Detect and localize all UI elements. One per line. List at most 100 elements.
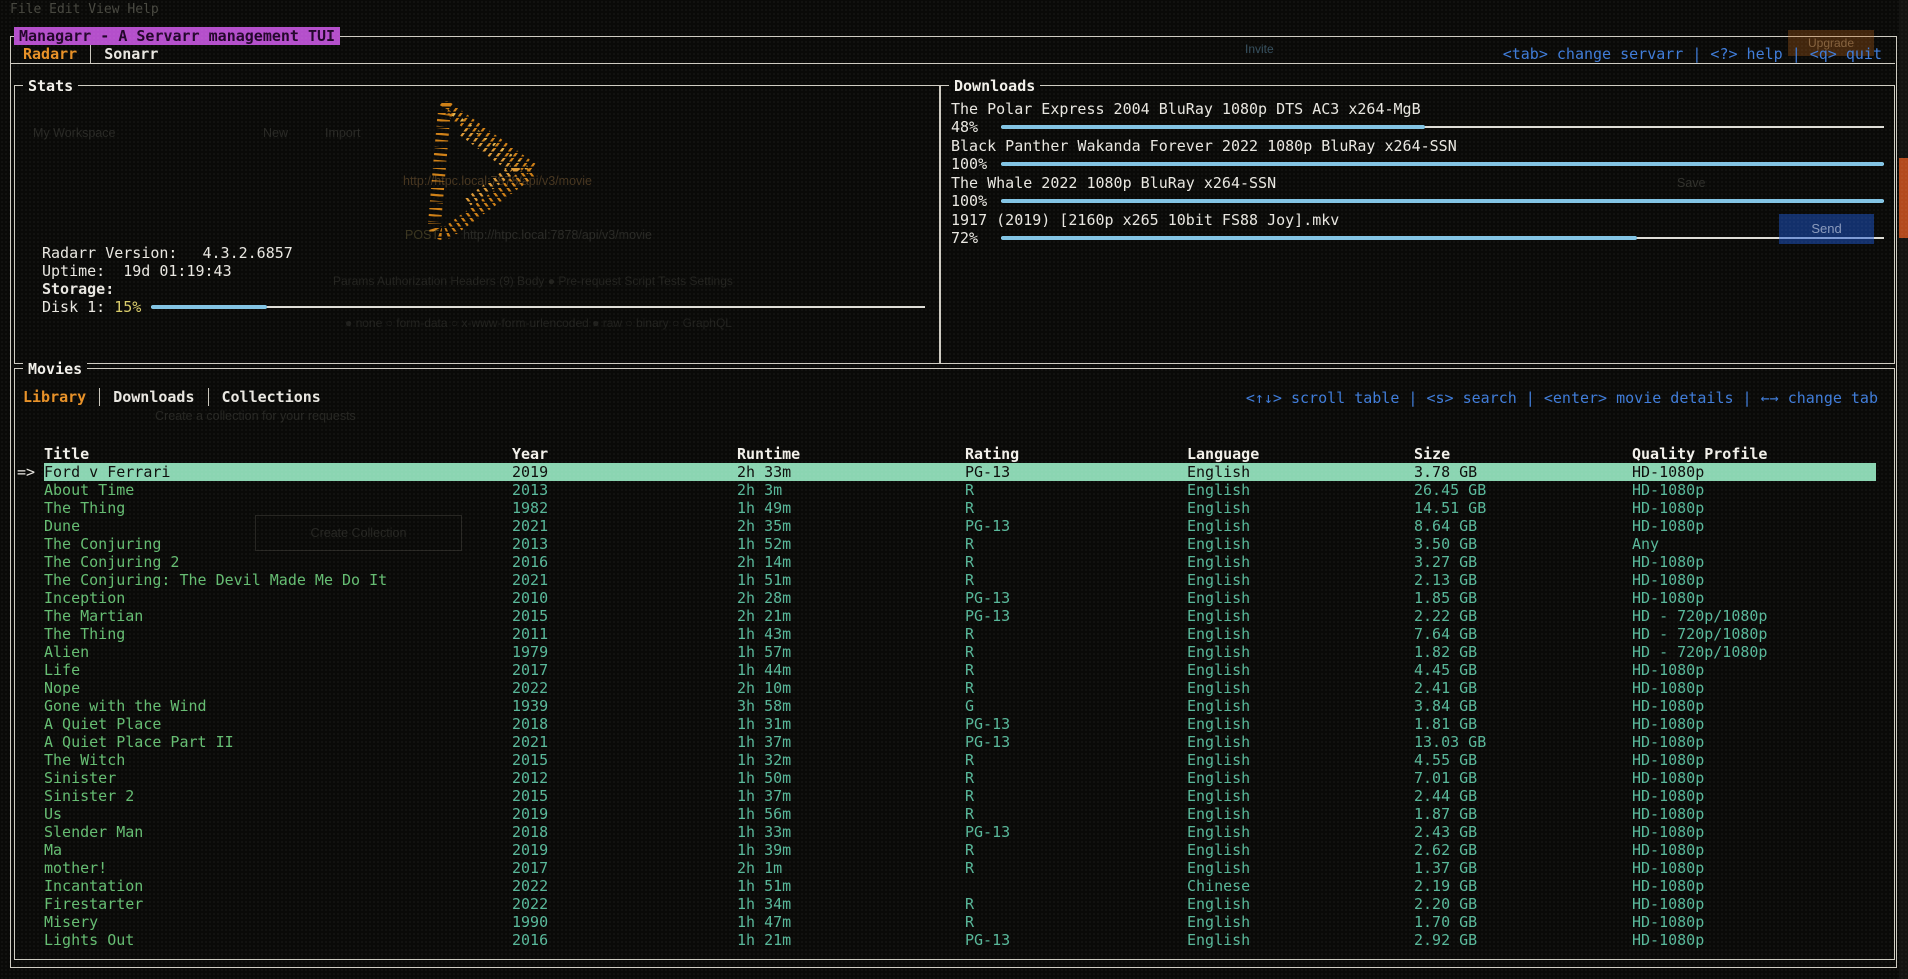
cell-language: English bbox=[1187, 517, 1251, 535]
cell-quality: HD-1080p bbox=[1632, 697, 1705, 715]
movies-tab[interactable]: Library bbox=[23, 388, 87, 406]
cell-runtime: 1h 44m bbox=[737, 661, 792, 679]
cell-language: English bbox=[1187, 733, 1251, 751]
cell-size: 1.87 GB bbox=[1414, 805, 1478, 823]
cell-rating: R bbox=[965, 841, 975, 859]
table-row[interactable]: The Conjuring 2 2016 2h 14m R English 3.… bbox=[16, 553, 1876, 571]
global-keybind-help: <tab> change servarr | <?> help | <q> qu… bbox=[1502, 45, 1882, 63]
table-row[interactable]: The Witch 2015 1h 32m R English 4.55 GB … bbox=[16, 751, 1876, 769]
cell-quality: HD-1080p bbox=[1632, 787, 1705, 805]
cell-rating: PG-13 bbox=[965, 823, 1011, 841]
selection-marker bbox=[16, 751, 44, 769]
cell-language: English bbox=[1187, 679, 1251, 697]
cell-runtime: 1h 50m bbox=[737, 769, 792, 787]
cell-quality: HD-1080p bbox=[1632, 481, 1705, 499]
movies-table: Title Year Runtime Rating Language Size … bbox=[16, 445, 1876, 949]
table-row[interactable]: mother! 2017 2h 1m R English 1.37 GB HD-… bbox=[16, 859, 1876, 877]
cell-rating: PG-13 bbox=[965, 517, 1011, 535]
selection-marker bbox=[16, 805, 44, 823]
movies-tab[interactable]: Downloads bbox=[99, 388, 195, 406]
table-row[interactable]: The Thing 2011 1h 43m R English 7.64 GB … bbox=[16, 625, 1876, 643]
cell-year: 2013 bbox=[512, 481, 549, 499]
column-header-runtime: Runtime bbox=[737, 445, 801, 463]
selection-marker bbox=[16, 535, 44, 553]
servarr-tab[interactable]: Radarr bbox=[23, 45, 78, 63]
table-row[interactable]: Incantation 2022 1h 51m Chinese 2.19 GB … bbox=[16, 877, 1876, 895]
column-header-year: Year bbox=[512, 445, 549, 463]
cell-runtime: 2h 28m bbox=[737, 589, 792, 607]
cell-runtime: 2h 21m bbox=[737, 607, 792, 625]
gauge-track bbox=[1001, 126, 1884, 128]
table-row[interactable]: Inception 2010 2h 28m PG-13 English 1.85… bbox=[16, 589, 1876, 607]
cell-title: Lights Out bbox=[44, 931, 135, 949]
cell-year: 2013 bbox=[512, 535, 549, 553]
table-row[interactable]: The Thing 1982 1h 49m R English 14.51 GB… bbox=[16, 499, 1876, 517]
table-row[interactable]: => Ford v Ferrari 2019 2h 33m PG-13 Engl… bbox=[16, 463, 1876, 481]
table-row[interactable]: Slender Man 2018 1h 33m PG-13 English 2.… bbox=[16, 823, 1876, 841]
cell-size: 2.43 GB bbox=[1414, 823, 1478, 841]
background-new-button: New bbox=[263, 126, 289, 140]
cell-quality: HD-1080p bbox=[1632, 769, 1705, 787]
cell-size: 4.45 GB bbox=[1414, 661, 1478, 679]
cell-year: 2021 bbox=[512, 517, 549, 535]
disk-usage-line: Disk 1: 15% bbox=[42, 298, 925, 316]
cell-title: The Conjuring 2 bbox=[44, 553, 180, 571]
table-row[interactable]: The Conjuring 2013 1h 52m R English 3.50… bbox=[16, 535, 1876, 553]
download-percent: 100% bbox=[951, 155, 988, 173]
cell-year: 2016 bbox=[512, 931, 549, 949]
gauge-fill bbox=[1001, 199, 1884, 203]
cell-rating: R bbox=[965, 481, 975, 499]
table-row[interactable]: The Martian 2015 2h 21m PG-13 English 2.… bbox=[16, 607, 1876, 625]
download-item: Black Panther Wakanda Forever 2022 1080p… bbox=[951, 137, 1884, 174]
cell-title: Sinister 2 bbox=[44, 787, 135, 805]
table-row[interactable]: Nope 2022 2h 10m R English 2.41 GB HD-10… bbox=[16, 679, 1876, 697]
version-value: 4.3.2.6857 bbox=[202, 244, 293, 262]
cell-size: 2.22 GB bbox=[1414, 607, 1478, 625]
servarr-tab[interactable]: Sonarr bbox=[90, 45, 158, 63]
column-header-size: Size bbox=[1414, 445, 1451, 463]
gauge-fill bbox=[1001, 125, 1425, 129]
table-row[interactable]: Us 2019 1h 56m R English 1.87 GB HD-1080… bbox=[16, 805, 1876, 823]
table-row[interactable]: A Quiet Place 2018 1h 31m PG-13 English … bbox=[16, 715, 1876, 733]
cell-language: English bbox=[1187, 661, 1251, 679]
cell-rating: R bbox=[965, 571, 975, 589]
movies-tab[interactable]: Collections bbox=[207, 388, 321, 406]
cell-title: Sinister bbox=[44, 769, 117, 787]
scrollbar-thumb[interactable] bbox=[1899, 158, 1908, 238]
download-progress-row: 48% bbox=[951, 118, 1884, 136]
window-scrollbar[interactable] bbox=[1899, 0, 1908, 979]
selection-marker bbox=[16, 895, 44, 913]
selection-marker bbox=[16, 733, 44, 751]
table-row[interactable]: Life 2017 1h 44m R English 4.45 GB HD-10… bbox=[16, 661, 1876, 679]
download-title: The Whale 2022 1080p BluRay x264-SSN bbox=[951, 174, 1277, 192]
cell-runtime: 2h 1m bbox=[737, 859, 783, 877]
cell-year: 2015 bbox=[512, 751, 549, 769]
background-upgrade-button: Upgrade bbox=[1788, 30, 1874, 56]
table-row[interactable]: About Time 2013 2h 3m R English 26.45 GB… bbox=[16, 481, 1876, 499]
cell-runtime: 1h 39m bbox=[737, 841, 792, 859]
table-row[interactable]: Ma 2019 1h 39m R English 2.62 GB HD-1080… bbox=[16, 841, 1876, 859]
table-row[interactable]: A Quiet Place Part II 2021 1h 37m PG-13 … bbox=[16, 733, 1876, 751]
table-row[interactable]: Lights Out 2016 1h 21m PG-13 English 2.9… bbox=[16, 931, 1876, 949]
table-row[interactable]: Misery 1990 1h 47m R English 1.70 GB HD-… bbox=[16, 913, 1876, 931]
table-row[interactable]: Sinister 2012 1h 50m R English 7.01 GB H… bbox=[16, 769, 1876, 787]
header-separator-line bbox=[11, 63, 1895, 64]
cell-year: 2017 bbox=[512, 859, 549, 877]
table-row[interactable]: Alien 1979 1h 57m R English 1.82 GB HD -… bbox=[16, 643, 1876, 661]
cell-title: A Quiet Place Part II bbox=[44, 733, 234, 751]
table-row[interactable]: Gone with the Wind 1939 3h 58m G English… bbox=[16, 697, 1876, 715]
table-row[interactable]: Dune 2021 2h 35m PG-13 English 8.64 GB H… bbox=[16, 517, 1876, 535]
cell-language: English bbox=[1187, 571, 1251, 589]
cell-size: 2.13 GB bbox=[1414, 571, 1478, 589]
cell-runtime: 1h 56m bbox=[737, 805, 792, 823]
selection-marker bbox=[16, 517, 44, 535]
table-row[interactable]: Sinister 2 2015 1h 37m R English 2.44 GB… bbox=[16, 787, 1876, 805]
cell-size: 1.82 GB bbox=[1414, 643, 1478, 661]
cell-rating: R bbox=[965, 787, 975, 805]
cell-size: 2.20 GB bbox=[1414, 895, 1478, 913]
table-row[interactable]: The Conjuring: The Devil Made Me Do It 2… bbox=[16, 571, 1876, 589]
table-row[interactable]: Firestarter 2022 1h 34m R English 2.20 G… bbox=[16, 895, 1876, 913]
cell-size: 2.41 GB bbox=[1414, 679, 1478, 697]
download-item: 1917 (2019) [2160p x265 10bit FS88 Joy].… bbox=[951, 211, 1884, 248]
